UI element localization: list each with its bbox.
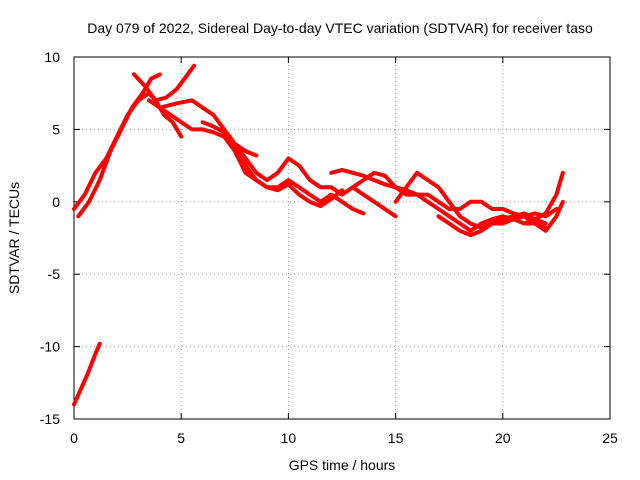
y-tick-label: 10 [44, 49, 60, 65]
series-line-track-4 [132, 63, 197, 103]
plot-frame [73, 56, 611, 420]
grid [74, 57, 610, 419]
series-line-track-6 [157, 98, 398, 219]
series-line-track-7 [200, 120, 366, 216]
x-tick-label: 25 [602, 430, 618, 446]
y-axis-label: SDTVAR / TECUs [6, 182, 22, 294]
series-line-track-3 [76, 72, 162, 219]
x-tick-label: 0 [70, 430, 78, 446]
series-group [72, 63, 565, 407]
y-tick-label: 0 [52, 194, 60, 210]
y-tick-label: 5 [52, 121, 60, 137]
series-line-track-13 [522, 170, 565, 226]
x-tick-label: 20 [495, 430, 511, 446]
y-tick-label: -5 [48, 266, 61, 282]
series-line-track-12 [436, 199, 565, 238]
x-tick-label: 5 [177, 430, 185, 446]
y-tick-label: -15 [40, 411, 60, 427]
series-line-track-1 [72, 341, 102, 407]
y-tick-label: -10 [40, 339, 60, 355]
x-tick-label: 15 [388, 430, 404, 446]
series-line-track-11 [393, 170, 548, 230]
axis-ticks: 0 5 10 15 20 25 -15 -10 -5 0 5 10 [40, 49, 618, 446]
x-tick-label: 10 [281, 430, 297, 446]
chart-title: Day 079 of 2022, Sidereal Day-to-day VTE… [87, 20, 593, 36]
x-axis-label: GPS time / hours [289, 457, 396, 473]
series-line-track-8 [222, 134, 344, 209]
